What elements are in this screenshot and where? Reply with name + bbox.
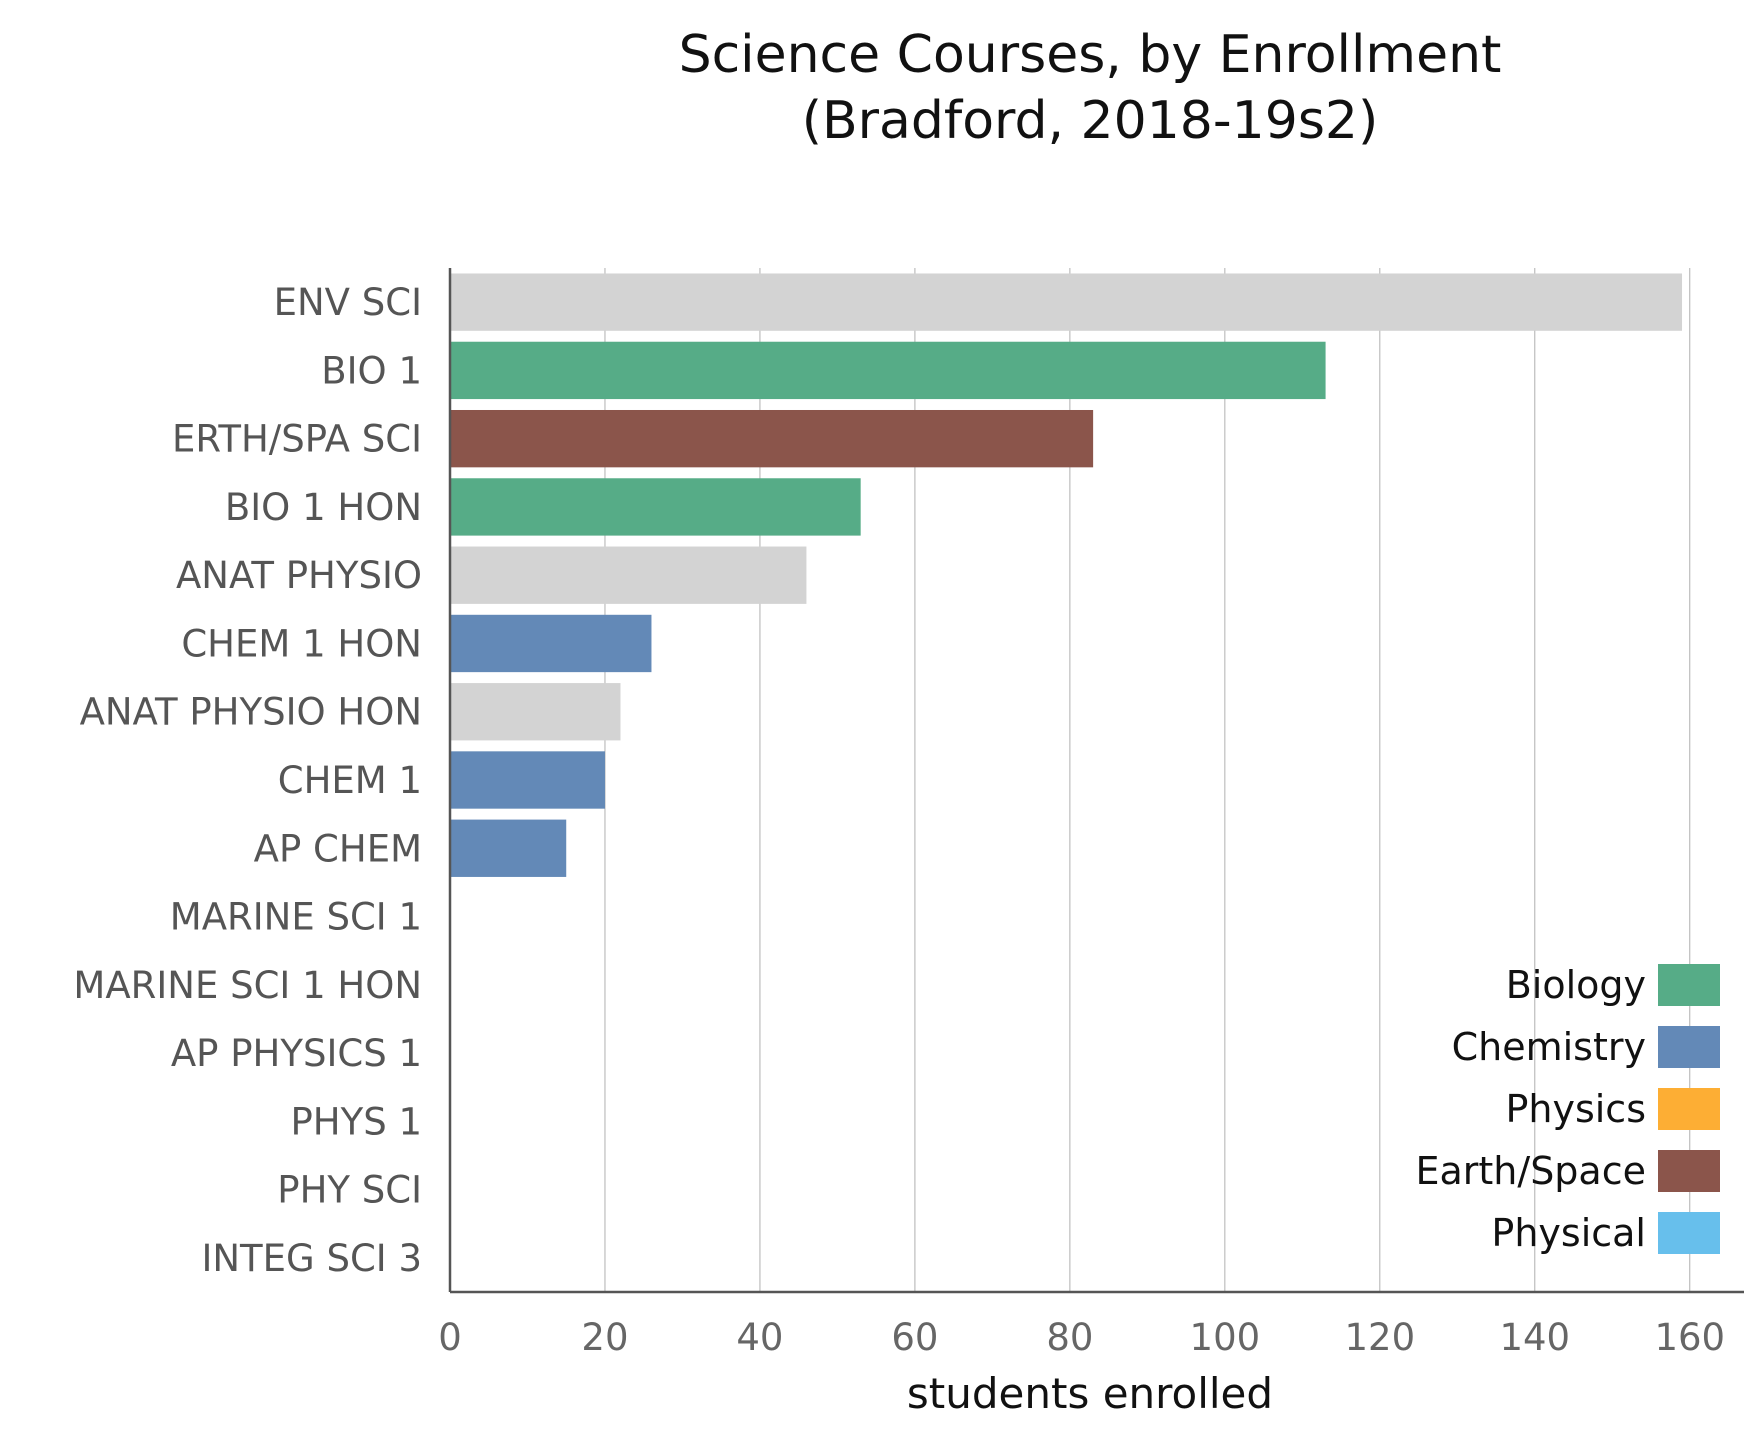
bar-2 <box>450 409 1094 468</box>
legend-swatch-4 <box>1658 1212 1720 1254</box>
category-label: BIO 1 <box>321 349 422 392</box>
legend-label: Biology <box>1506 963 1646 1007</box>
bar-4 <box>450 546 807 604</box>
category-labels: ENV SCI BIO 1 ERTH/SPA SCI BIO 1 HON ANAT PH… <box>73 281 422 1280</box>
legend: Biology Chemistry Physics Earth/Space Physic… <box>1415 963 1720 1255</box>
category-label: ANAT PHYSIO HON <box>80 691 422 734</box>
category-label: ENV SCI <box>274 281 422 324</box>
x-tick-label: 100 <box>1190 1316 1261 1359</box>
x-tick-label: 160 <box>1654 1316 1725 1359</box>
chart-title-line-2: (Bradford, 2018-19s2) <box>802 91 1379 151</box>
x-tick-label: 120 <box>1345 1316 1416 1359</box>
category-label: CHEM 1 <box>278 759 422 802</box>
legend-swatch-1 <box>1658 1026 1720 1068</box>
category-label: ERTH/SPA SCI <box>172 418 422 461</box>
legend-label: Physics <box>1505 1087 1646 1131</box>
legend-label: Chemistry <box>1452 1025 1646 1069</box>
category-label: MARINE SCI 1 <box>170 896 422 939</box>
category-label: MARINE SCI 1 HON <box>73 964 422 1007</box>
category-label: PHY SCI <box>277 1169 422 1212</box>
x-tick-label: 80 <box>1046 1316 1093 1359</box>
x-tick-label: 140 <box>1499 1316 1570 1359</box>
category-label: PHYS 1 <box>290 1100 422 1143</box>
bar-3 <box>450 478 861 536</box>
category-label: ANAT PHYSIO <box>176 554 422 597</box>
category-label: BIO 1 HON <box>225 486 422 529</box>
bar-5 <box>450 614 652 673</box>
legend-swatch-2 <box>1658 1088 1720 1130</box>
category-label: CHEM 1 HON <box>181 622 422 665</box>
legend-label: Physical <box>1491 1211 1646 1255</box>
x-tick-label: 40 <box>736 1316 783 1359</box>
bar-7 <box>450 751 605 809</box>
x-tick-labels: 0 20 40 60 80 100 120 140 160 <box>438 1316 1725 1359</box>
legend-swatch-3 <box>1658 1150 1720 1192</box>
category-label: INTEG SCI 3 <box>201 1237 422 1280</box>
x-axis-label: students enrolled <box>907 1369 1273 1418</box>
bar-6 <box>450 683 621 741</box>
chart-title-line-1: Science Courses, by Enrollment <box>679 25 1502 85</box>
legend-label: Earth/Space <box>1415 1149 1646 1193</box>
x-tick-label: 20 <box>581 1316 628 1359</box>
bar-0 <box>450 273 1683 331</box>
category-label: AP PHYSICS 1 <box>171 1032 422 1075</box>
category-label: AP CHEM <box>254 827 422 870</box>
x-tick-label: 60 <box>891 1316 938 1359</box>
x-tick-label: 0 <box>438 1316 462 1359</box>
legend-swatch-0 <box>1658 964 1720 1006</box>
bar-8 <box>450 819 567 877</box>
bar-1 <box>450 341 1326 400</box>
bars <box>450 273 1683 877</box>
